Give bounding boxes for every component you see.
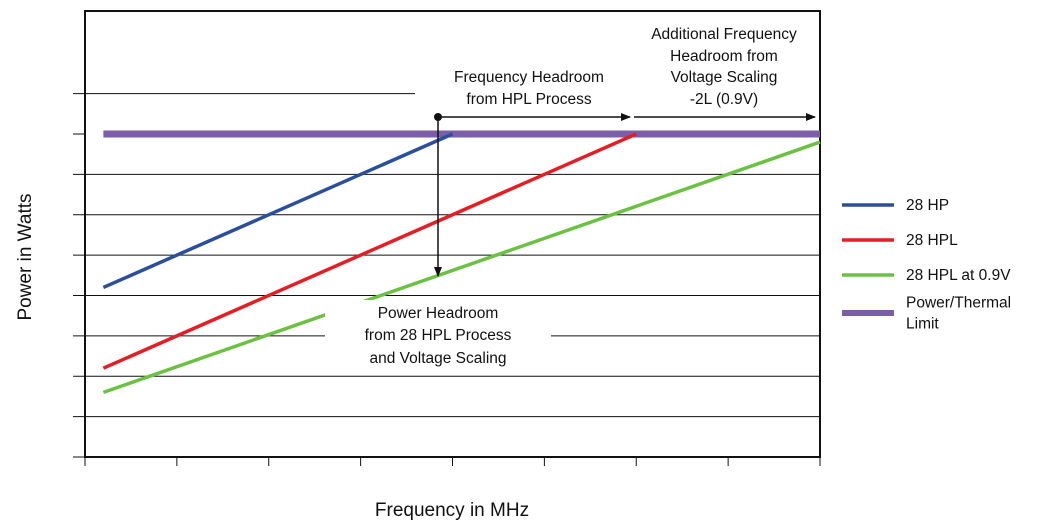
plot-area-frame	[84, 10, 821, 458]
annotation-texts: Frequency Headroom from HPL Process Addi…	[365, 26, 797, 367]
power-headroom-line-3: and Voltage Scaling	[369, 350, 506, 367]
freq-headroom-line-1: Frequency Headroom	[454, 69, 604, 86]
legend: 28 HP 28 HPL 28 HPL at 0.9V Power/Thermal Li…	[842, 197, 1011, 333]
freq-headroom-line-2: from HPL Process	[466, 91, 591, 108]
legend-label-power-thermal-limit-2: Limit	[906, 316, 939, 333]
power-headroom-line-2: from 28 HPL Process	[365, 327, 512, 344]
power-headroom-line-1: Power Headroom	[378, 305, 499, 322]
series-line-28-hp	[102, 132, 454, 290]
series-line-28-hpl	[102, 132, 637, 370]
series-line-28-hpl-at-0-9v	[102, 140, 821, 395]
power-headroom-label-bg	[325, 300, 551, 372]
x-axis-title: Frequency in MHz	[375, 500, 529, 521]
series-lines	[102, 130, 821, 395]
legend-label-28-hp: 28 HP	[906, 197, 949, 214]
y-axis-title: Power in Watts	[15, 193, 36, 320]
additional-headroom-line-3: Voltage Scaling	[671, 69, 778, 86]
axis-ticks	[73, 93, 821, 466]
annotation-arrows	[434, 113, 816, 277]
additional-headroom-line-1: Additional Frequency	[651, 26, 797, 43]
legend-label-28-hpl: 28 HPL	[906, 232, 958, 249]
additional-headroom-line-2: Headroom from	[670, 48, 778, 65]
additional-headroom-line-4: -2L (0.9V)	[690, 91, 758, 108]
legend-label-28-hpl-at-0-9v: 28 HPL at 0.9V	[906, 267, 1011, 284]
legend-label-power-thermal-limit-1: Power/Thermal	[906, 295, 1011, 312]
